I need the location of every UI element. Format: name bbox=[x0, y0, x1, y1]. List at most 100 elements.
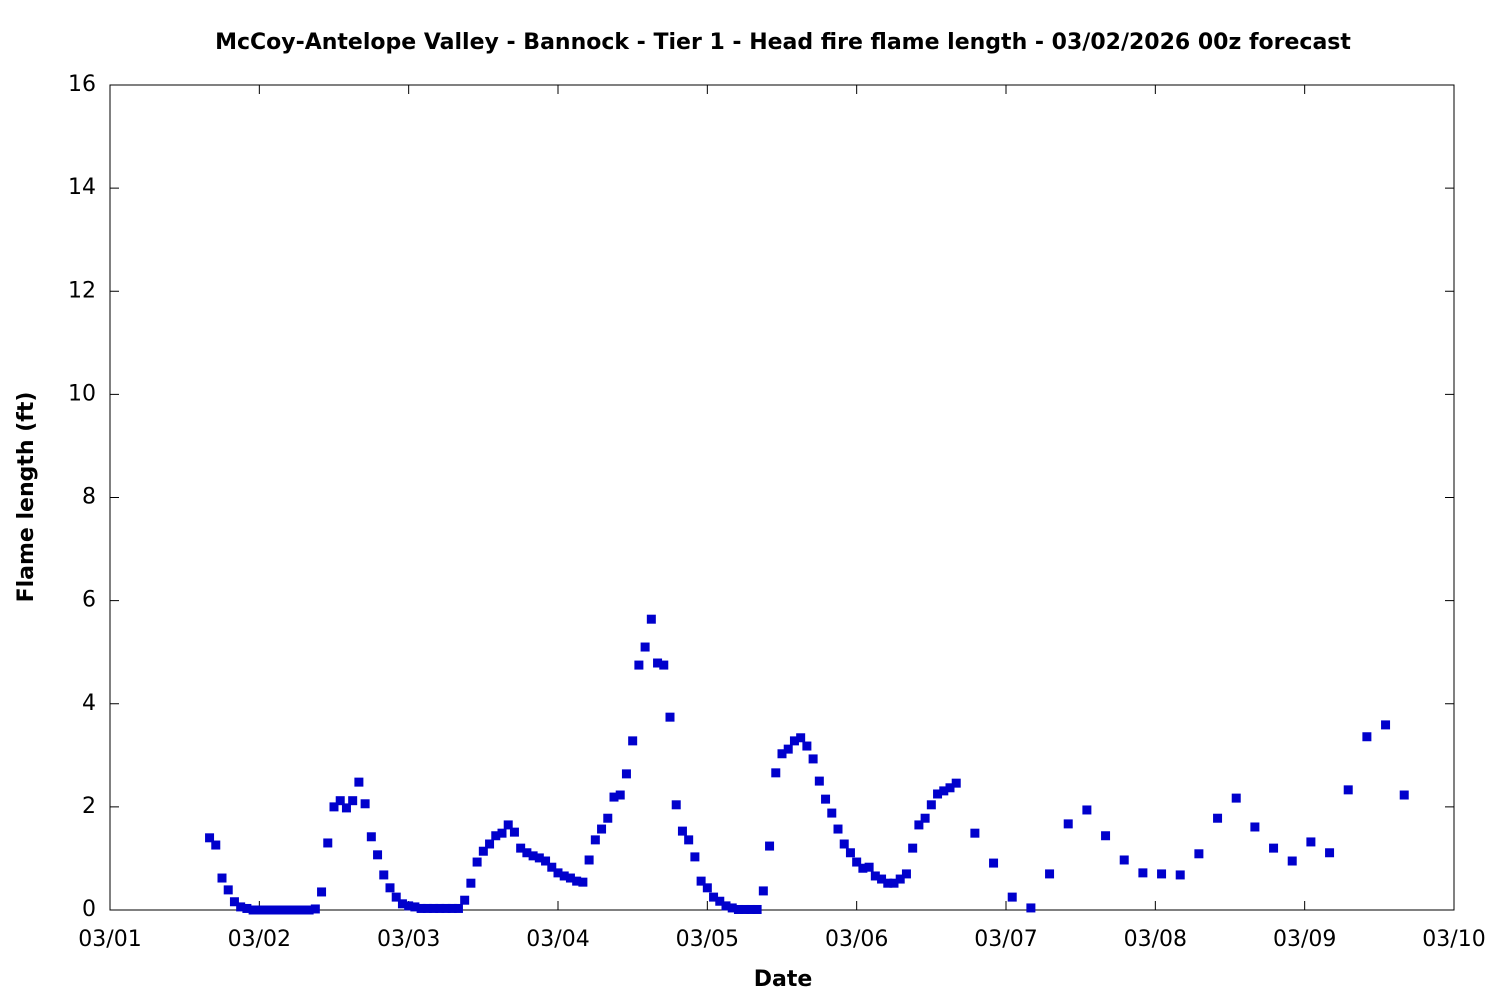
point bbox=[360, 799, 370, 809]
x-tick-label: 03/01 bbox=[78, 927, 141, 952]
point bbox=[653, 658, 663, 668]
point bbox=[758, 886, 768, 896]
point bbox=[565, 873, 575, 883]
point bbox=[435, 903, 445, 913]
point bbox=[783, 744, 793, 754]
point bbox=[1007, 892, 1017, 902]
point bbox=[541, 856, 551, 866]
point bbox=[447, 903, 457, 913]
point bbox=[634, 660, 644, 670]
point bbox=[385, 883, 395, 893]
point bbox=[497, 828, 507, 838]
point bbox=[659, 660, 669, 670]
point bbox=[1063, 819, 1073, 829]
point bbox=[1269, 843, 1279, 853]
point bbox=[740, 904, 750, 914]
point bbox=[441, 903, 451, 913]
y-axis-label: Flame length (ft) bbox=[14, 392, 39, 603]
point bbox=[304, 905, 314, 915]
point bbox=[248, 905, 258, 915]
point bbox=[453, 903, 463, 913]
point bbox=[814, 776, 824, 786]
point bbox=[646, 614, 656, 624]
point bbox=[397, 899, 407, 909]
x-tick-label: 03/06 bbox=[825, 927, 888, 952]
point bbox=[1045, 869, 1055, 879]
point bbox=[1213, 813, 1223, 823]
point bbox=[845, 848, 855, 858]
point bbox=[553, 868, 563, 878]
point bbox=[621, 769, 631, 779]
point bbox=[709, 892, 719, 902]
point bbox=[335, 796, 345, 806]
point bbox=[603, 813, 613, 823]
point bbox=[298, 905, 308, 915]
point bbox=[516, 843, 526, 853]
point bbox=[341, 803, 351, 813]
point bbox=[522, 848, 532, 858]
point bbox=[870, 871, 880, 881]
point bbox=[615, 790, 625, 800]
point bbox=[1325, 848, 1335, 858]
point bbox=[217, 873, 227, 883]
point bbox=[771, 768, 781, 778]
point bbox=[821, 794, 831, 804]
point bbox=[254, 905, 264, 915]
point bbox=[1175, 870, 1185, 880]
point bbox=[702, 883, 712, 893]
point bbox=[379, 870, 389, 880]
point bbox=[242, 903, 252, 913]
point bbox=[354, 777, 364, 787]
point bbox=[721, 901, 731, 911]
point bbox=[528, 851, 538, 861]
point bbox=[391, 892, 401, 902]
point bbox=[410, 902, 420, 912]
y-tick-label: 12 bbox=[68, 278, 96, 303]
point bbox=[572, 876, 582, 886]
point bbox=[1381, 720, 1391, 730]
y-tick-label: 10 bbox=[68, 381, 96, 406]
point bbox=[1399, 790, 1409, 800]
point bbox=[889, 878, 899, 888]
point bbox=[877, 874, 887, 884]
point bbox=[696, 876, 706, 886]
x-tick-label: 03/02 bbox=[228, 927, 291, 952]
point bbox=[584, 855, 594, 865]
point bbox=[989, 858, 999, 868]
point bbox=[1287, 856, 1297, 866]
point bbox=[472, 857, 482, 867]
point bbox=[503, 820, 513, 830]
x-tick-label: 03/07 bbox=[974, 927, 1037, 952]
point bbox=[273, 905, 283, 915]
point bbox=[1250, 822, 1260, 832]
point bbox=[970, 828, 980, 838]
point bbox=[460, 895, 470, 905]
point bbox=[777, 749, 787, 759]
point bbox=[827, 808, 837, 818]
point bbox=[684, 835, 694, 845]
point bbox=[926, 800, 936, 810]
point bbox=[839, 839, 849, 849]
x-tick-label: 03/03 bbox=[377, 927, 440, 952]
point bbox=[858, 863, 868, 873]
point bbox=[752, 904, 762, 914]
point bbox=[485, 839, 495, 849]
point bbox=[229, 897, 239, 907]
chart-title: McCoy-Antelope Valley - Bannock - Tier 1… bbox=[215, 30, 1351, 55]
x-tick-label: 03/09 bbox=[1273, 927, 1336, 952]
point bbox=[323, 838, 333, 848]
point bbox=[733, 904, 743, 914]
point bbox=[1157, 869, 1167, 879]
point bbox=[933, 789, 943, 799]
point bbox=[727, 903, 737, 913]
point bbox=[1306, 837, 1316, 847]
point bbox=[671, 800, 681, 810]
x-axis-label: Date bbox=[754, 967, 813, 992]
point bbox=[677, 826, 687, 836]
point bbox=[808, 754, 818, 764]
point bbox=[373, 850, 383, 860]
point bbox=[746, 904, 756, 914]
point bbox=[491, 831, 501, 841]
point bbox=[802, 741, 812, 751]
